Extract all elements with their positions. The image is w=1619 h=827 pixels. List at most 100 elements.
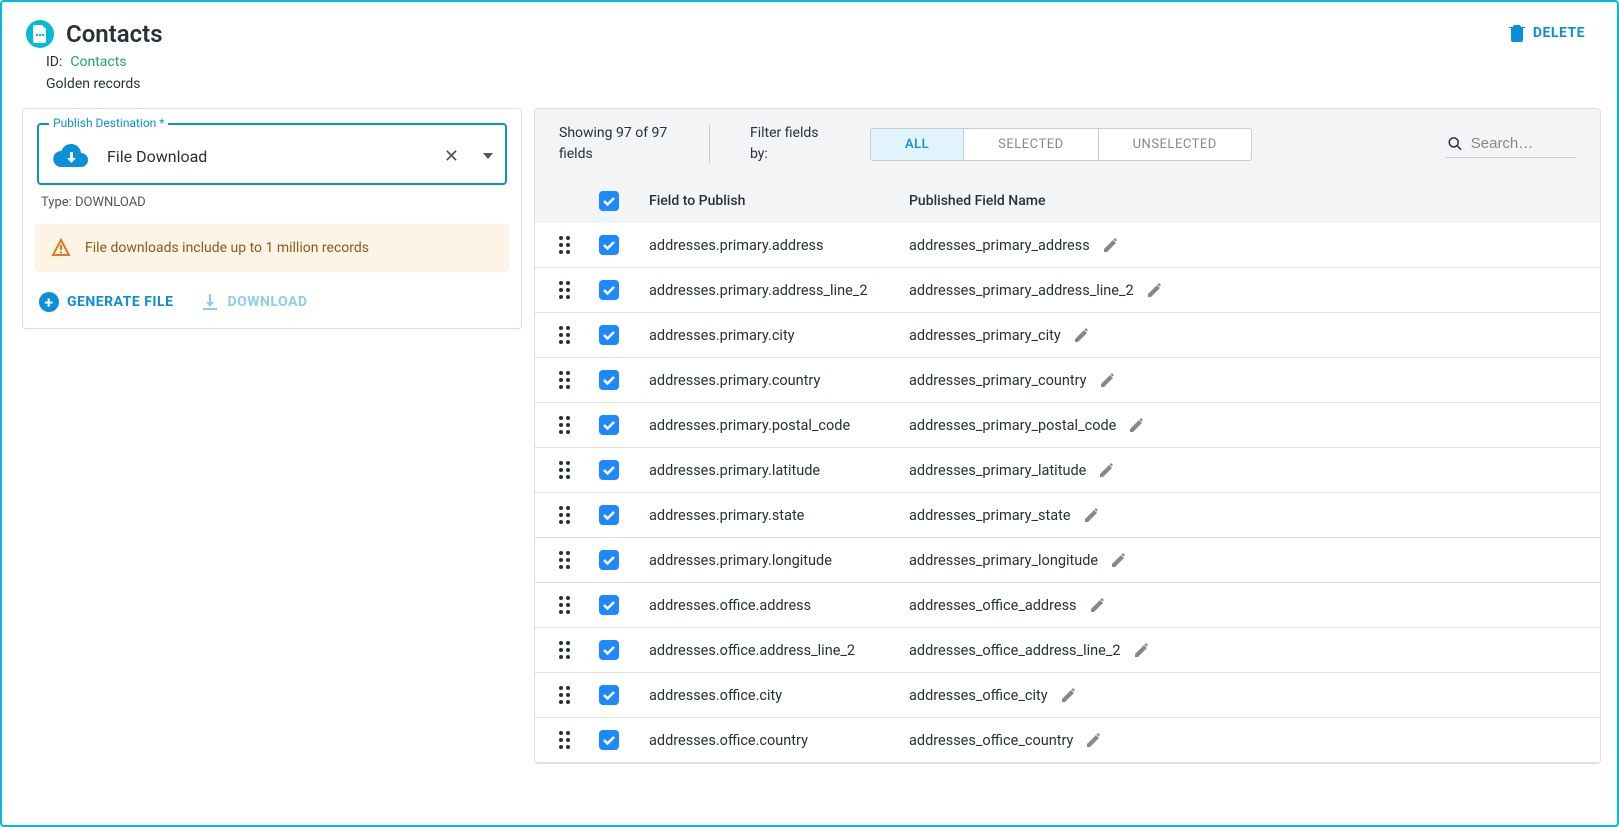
tab-all[interactable]: ALL <box>871 129 964 160</box>
edit-icon[interactable] <box>1146 281 1164 299</box>
table-body: addresses.primary.address addresses_prim… <box>535 223 1600 763</box>
published-name: addresses_primary_city <box>909 327 1061 344</box>
drag-handle[interactable] <box>559 731 599 749</box>
download-label: DOWNLOAD <box>227 294 307 310</box>
warning-icon <box>51 238 71 258</box>
drag-handle[interactable] <box>559 371 599 389</box>
col-published-header: Published Field Name <box>909 193 1576 209</box>
table-row: addresses.primary.country addresses_prim… <box>535 358 1600 403</box>
tab-selected[interactable]: SELECTED <box>964 129 1098 160</box>
row-checkbox[interactable] <box>599 730 619 750</box>
edit-icon[interactable] <box>1085 731 1103 749</box>
table-row: addresses.primary.address addresses_prim… <box>535 223 1600 268</box>
edit-icon[interactable] <box>1073 326 1091 344</box>
published-name: addresses_office_address_line_2 <box>909 642 1121 659</box>
page-title: Contacts <box>66 20 163 48</box>
row-checkbox[interactable] <box>599 370 619 390</box>
drag-handle[interactable] <box>559 461 599 479</box>
published-name: addresses_office_city <box>909 687 1048 704</box>
row-checkbox[interactable] <box>599 595 619 615</box>
row-checkbox[interactable] <box>599 280 619 300</box>
table-header: Field to Publish Published Field Name <box>535 179 1600 223</box>
row-checkbox[interactable] <box>599 235 619 255</box>
edit-icon[interactable] <box>1128 416 1146 434</box>
drag-handle[interactable] <box>559 326 599 344</box>
field-name: addresses.primary.city <box>649 327 909 344</box>
field-name: addresses.primary.longitude <box>649 552 909 569</box>
row-checkbox[interactable] <box>599 415 619 435</box>
search-box <box>1446 131 1576 158</box>
edit-icon[interactable] <box>1099 371 1117 389</box>
published-name: addresses_primary_longitude <box>909 552 1098 569</box>
field-name: addresses.primary.address <box>649 237 909 254</box>
drag-handle[interactable] <box>559 281 599 299</box>
table-row: addresses.office.country addresses_offic… <box>535 718 1600 763</box>
row-checkbox[interactable] <box>599 505 619 525</box>
edit-icon[interactable] <box>1110 551 1128 569</box>
clear-icon[interactable]: ✕ <box>438 146 465 167</box>
edit-icon[interactable] <box>1133 641 1151 659</box>
generate-label: GENERATE FILE <box>67 294 173 310</box>
publish-type-label: Type: DOWNLOAD <box>23 185 521 224</box>
published-name: addresses_primary_address <box>909 237 1090 254</box>
cloud-download-icon <box>53 143 89 169</box>
delete-button[interactable]: DELETE <box>1501 20 1593 46</box>
search-icon <box>1448 135 1463 153</box>
generate-file-button[interactable]: + GENERATE FILE <box>39 292 173 312</box>
row-checkbox[interactable] <box>599 325 619 345</box>
field-name: addresses.primary.latitude <box>649 462 909 479</box>
table-row: addresses.primary.latitude addresses_pri… <box>535 448 1600 493</box>
published-name: addresses_primary_address_line_2 <box>909 282 1134 299</box>
published-name: addresses_primary_latitude <box>909 462 1086 479</box>
drag-handle[interactable] <box>559 686 599 704</box>
warning-banner: File downloads include up to 1 million r… <box>35 224 509 272</box>
filter-tabs: ALL SELECTED UNSELECTED <box>870 128 1252 161</box>
row-checkbox[interactable] <box>599 460 619 480</box>
table-row: addresses.primary.city addresses_primary… <box>535 313 1600 358</box>
publish-panel: Publish Destination * File Download ✕ Ty… <box>22 108 522 329</box>
published-name: addresses_primary_state <box>909 507 1071 524</box>
drag-handle[interactable] <box>559 506 599 524</box>
id-label: ID: <box>46 54 62 70</box>
drag-handle[interactable] <box>559 236 599 254</box>
edit-icon[interactable] <box>1083 506 1101 524</box>
published-name: addresses_primary_country <box>909 372 1087 389</box>
edit-icon[interactable] <box>1060 686 1078 704</box>
row-checkbox[interactable] <box>599 685 619 705</box>
drag-handle[interactable] <box>559 416 599 434</box>
search-input[interactable] <box>1471 135 1574 152</box>
field-name: addresses.office.city <box>649 687 909 704</box>
published-name: addresses_primary_postal_code <box>909 417 1116 434</box>
table-row: addresses.primary.address_line_2 address… <box>535 268 1600 313</box>
table-row: addresses.office.city addresses_office_c… <box>535 673 1600 718</box>
field-name: addresses.primary.postal_code <box>649 417 909 434</box>
dropdown-caret-icon[interactable] <box>483 153 493 159</box>
publish-dest-value: File Download <box>107 147 420 166</box>
publish-destination-select[interactable]: Publish Destination * File Download ✕ <box>37 123 507 185</box>
col-field-header: Field to Publish <box>649 193 909 209</box>
download-button[interactable]: DOWNLOAD <box>201 292 307 312</box>
id-value: Contacts <box>70 54 126 70</box>
row-checkbox[interactable] <box>599 640 619 660</box>
field-name: addresses.primary.address_line_2 <box>649 282 909 299</box>
drag-handle[interactable] <box>559 641 599 659</box>
field-name: addresses.office.address <box>649 597 909 614</box>
row-checkbox[interactable] <box>599 550 619 570</box>
drag-handle[interactable] <box>559 551 599 569</box>
publish-dest-label: Publish Destination * <box>49 116 168 130</box>
plus-icon: + <box>39 292 59 312</box>
field-name: addresses.primary.country <box>649 372 909 389</box>
drag-handle[interactable] <box>559 596 599 614</box>
edit-icon[interactable] <box>1089 596 1107 614</box>
warning-text: File downloads include up to 1 million r… <box>85 240 369 256</box>
published-name: addresses_office_country <box>909 732 1073 749</box>
showing-count: Showing 97 of 97 fields <box>559 123 669 165</box>
edit-icon[interactable] <box>1102 236 1120 254</box>
trash-icon <box>1509 24 1525 42</box>
table-row: addresses.primary.postal_code addresses_… <box>535 403 1600 448</box>
edit-icon[interactable] <box>1098 461 1116 479</box>
tab-unselected[interactable]: UNSELECTED <box>1099 129 1251 160</box>
select-all-checkbox[interactable] <box>599 191 619 211</box>
divider <box>709 124 710 164</box>
field-name: addresses.office.country <box>649 732 909 749</box>
